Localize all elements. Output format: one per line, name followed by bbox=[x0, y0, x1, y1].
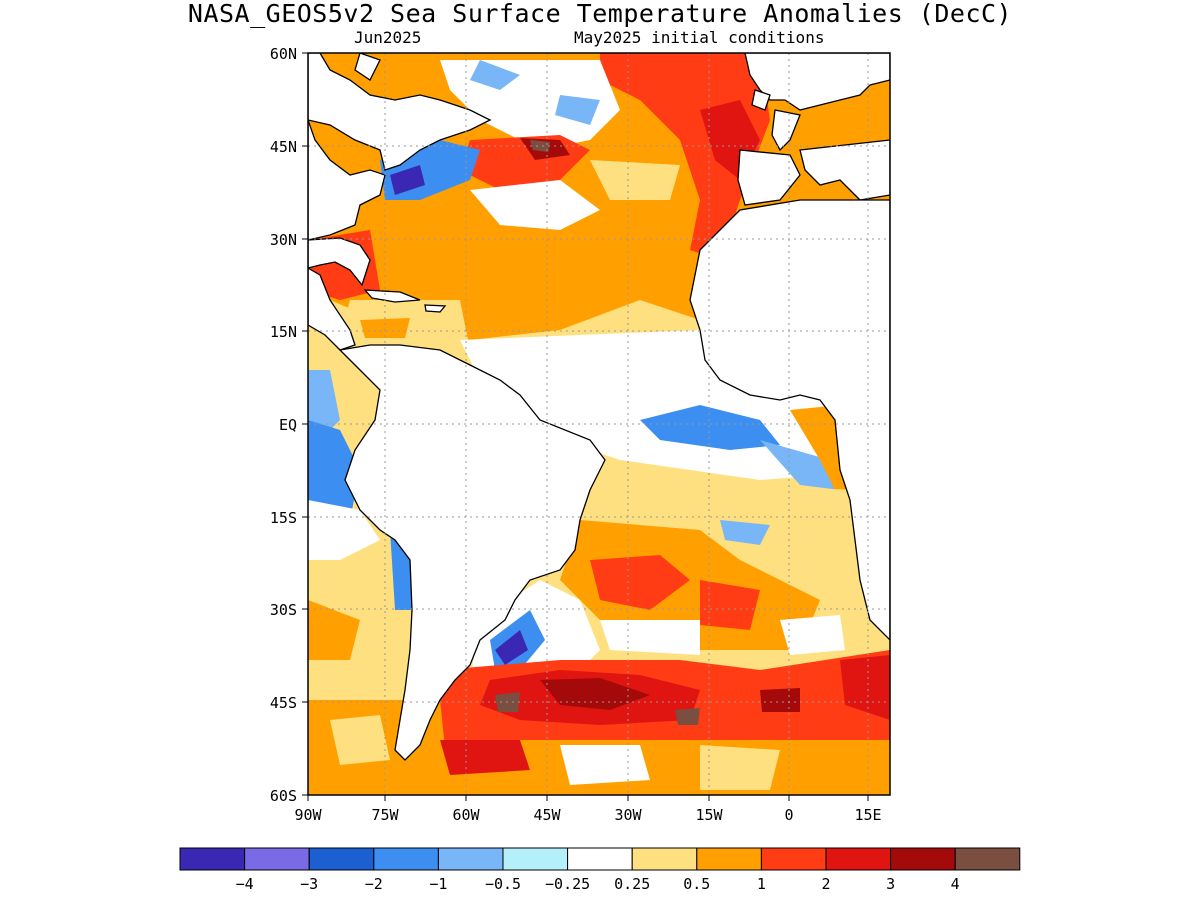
lat-label: 45N bbox=[270, 138, 297, 156]
central-america-land bbox=[308, 267, 356, 351]
colorbar-label: −3 bbox=[300, 875, 318, 893]
lon-label: 60W bbox=[452, 806, 480, 824]
colorbar-swatch bbox=[244, 847, 310, 871]
map-field bbox=[308, 53, 890, 795]
forecast-month: Jun2025 bbox=[354, 28, 422, 47]
anomaly-region bbox=[590, 555, 690, 610]
anomaly-region bbox=[308, 600, 360, 660]
colorbar-label: 0.25 bbox=[614, 875, 650, 893]
north-america-land bbox=[308, 53, 492, 171]
lat-label: EQ bbox=[279, 416, 297, 434]
anomaly-region bbox=[760, 688, 800, 712]
lon-label: 15E bbox=[854, 806, 881, 824]
lon-label: 30W bbox=[614, 806, 642, 824]
anomaly-region bbox=[360, 318, 410, 338]
europe-land bbox=[744, 53, 890, 111]
colorbar-swatch bbox=[696, 847, 762, 871]
colorbar-swatch bbox=[373, 847, 439, 871]
lon-label: 0 bbox=[784, 806, 793, 824]
anomaly-region bbox=[640, 405, 780, 450]
initial-conditions-label: May2025 initial conditions bbox=[574, 28, 825, 47]
anomaly-region bbox=[560, 520, 820, 650]
us-east-coast-land bbox=[308, 119, 386, 241]
africa-land bbox=[689, 199, 890, 641]
colorbar-label: 3 bbox=[886, 875, 895, 893]
lat-label: 30S bbox=[270, 601, 297, 619]
colorbar: −4 −3 −2 −1 −0.5 −0.25 0.25 0.5 1 2 3 4 bbox=[179, 847, 1021, 893]
anomaly-region bbox=[330, 715, 390, 765]
colorbar-swatch bbox=[502, 847, 569, 871]
lat-label: 45S bbox=[270, 694, 297, 712]
anomaly-region bbox=[590, 160, 680, 200]
colorbar-swatch bbox=[308, 847, 375, 871]
iberia-land bbox=[737, 149, 801, 206]
lat-label: 60N bbox=[270, 45, 297, 63]
anomaly-region bbox=[600, 620, 700, 655]
anomaly-region bbox=[440, 740, 530, 775]
gulf-coast-land bbox=[308, 237, 371, 287]
map-title: NASA_GEOS5v2 Sea Surface Temperature Ano… bbox=[187, 0, 1013, 28]
colorbar-swatch bbox=[890, 847, 956, 871]
lat-labels: 60N 45N 30N 15N EQ 15S 30S 45S 60S bbox=[270, 45, 297, 805]
cuba-island bbox=[363, 289, 421, 303]
lat-label: 15S bbox=[270, 509, 297, 527]
anomaly-region bbox=[675, 708, 700, 725]
colorbar-label: 0.5 bbox=[683, 875, 710, 893]
anomaly-region bbox=[720, 520, 770, 545]
canadian-island bbox=[354, 53, 381, 81]
lon-label: 15W bbox=[695, 806, 723, 824]
lat-label: 60S bbox=[270, 787, 297, 805]
graticule bbox=[308, 53, 890, 795]
colorbar-swatch bbox=[760, 847, 827, 871]
hispaniola-island bbox=[424, 304, 447, 313]
colorbar-label: 4 bbox=[951, 875, 960, 893]
land-masses bbox=[308, 53, 890, 761]
lon-label: 45W bbox=[533, 806, 561, 824]
colorbar-swatch bbox=[954, 847, 1021, 871]
anomaly-region bbox=[530, 140, 550, 152]
anomaly-region bbox=[560, 745, 650, 785]
colorbar-label: −2 bbox=[365, 875, 383, 893]
south-america-land bbox=[338, 344, 606, 761]
anomaly-region bbox=[780, 615, 845, 655]
france-coast bbox=[771, 109, 801, 152]
colorbar-swatch bbox=[631, 847, 698, 871]
anomaly-region bbox=[390, 165, 425, 195]
tick-marks bbox=[302, 52, 869, 801]
british-isles bbox=[751, 89, 771, 111]
colorbar-label: −0.5 bbox=[485, 875, 521, 893]
anomaly-region bbox=[700, 745, 780, 790]
anomaly-region bbox=[700, 580, 760, 630]
anomaly-region bbox=[555, 95, 600, 125]
colorbar-label: −0.25 bbox=[545, 875, 590, 893]
anomaly-region bbox=[840, 655, 890, 720]
anomaly-region bbox=[470, 60, 520, 90]
lon-label: 75W bbox=[371, 806, 399, 824]
lon-label: 90W bbox=[294, 806, 322, 824]
anomaly-region bbox=[308, 420, 360, 520]
anomaly-region bbox=[470, 180, 600, 230]
anomaly-region bbox=[760, 440, 840, 490]
colorbar-label: −1 bbox=[429, 875, 447, 893]
colorbar-swatch bbox=[567, 847, 633, 871]
colorbar-label: −4 bbox=[236, 875, 254, 893]
colorbar-swatch bbox=[437, 847, 504, 871]
anomaly-region bbox=[495, 630, 528, 665]
lon-labels: 90W 75W 60W 45W 30W 15W 0 15E bbox=[294, 806, 881, 824]
colorbar-swatch bbox=[825, 847, 892, 871]
colorbar-label: 1 bbox=[757, 875, 766, 893]
lat-label: 30N bbox=[270, 231, 297, 249]
colorbar-swatch bbox=[179, 847, 246, 871]
lat-label: 15N bbox=[270, 323, 297, 341]
anomaly-region bbox=[308, 500, 380, 560]
colorbar-label: 2 bbox=[821, 875, 830, 893]
